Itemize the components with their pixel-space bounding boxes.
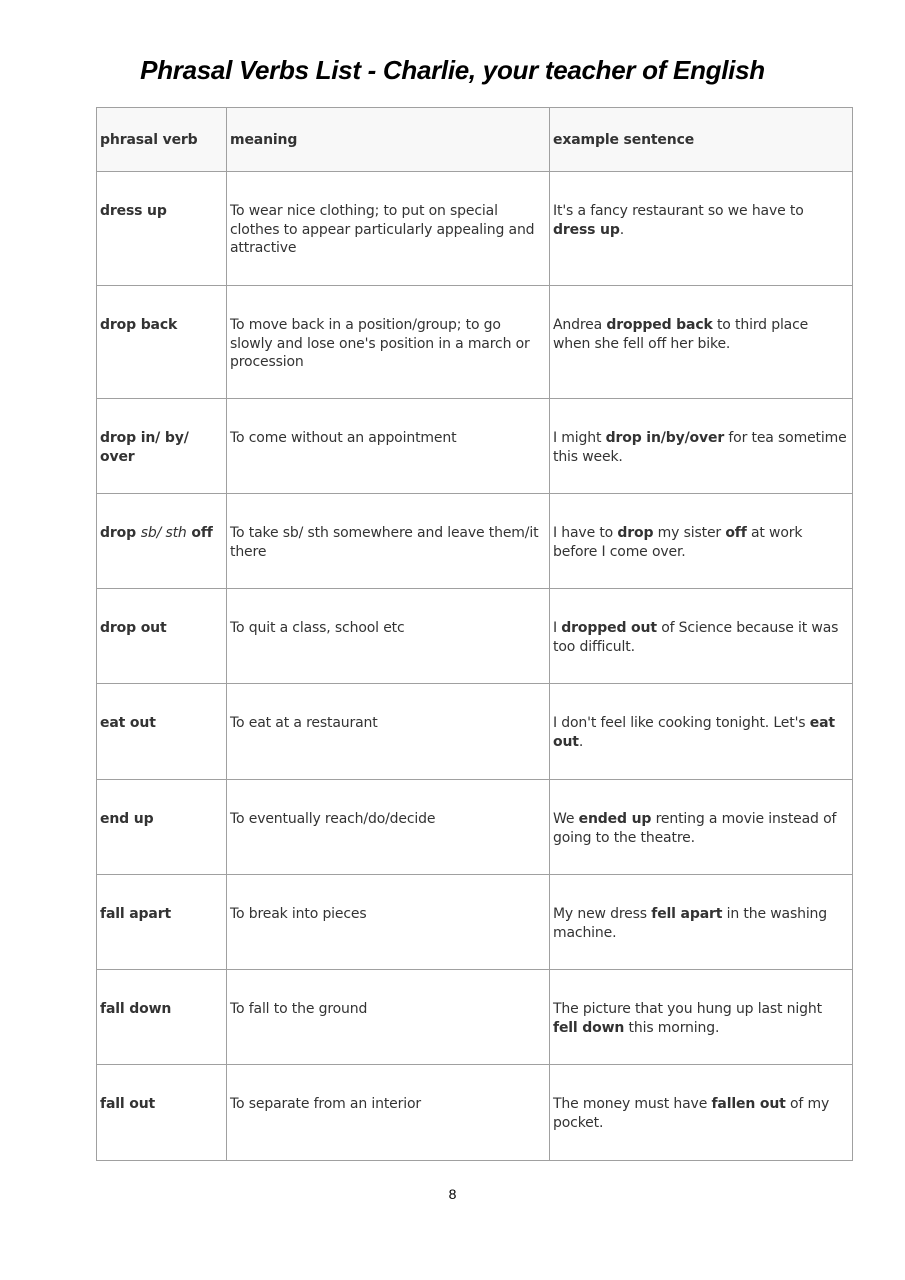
meaning-cell: To move back in a position/group; to go … — [226, 285, 550, 399]
text-segment: We — [553, 811, 579, 827]
table-row: fall down To fall to the ground The pictur… — [96, 969, 853, 1065]
example-sentence-cell: I have to drop my sister off at work bef… — [549, 493, 853, 589]
text-segment: to third place when she fell off her bik… — [553, 317, 809, 352]
example-sentence-cell: My new dress fell apart in the washing m… — [549, 874, 853, 970]
text-segment: drop back — [100, 317, 178, 333]
phrasal-verb-cell: fall out — [96, 1064, 227, 1161]
text-segment: fall out — [100, 1096, 156, 1112]
bold-phrase: dress up — [553, 221, 620, 238]
bold-phrase: fell down — [553, 1019, 625, 1036]
header-example-sentence: example sentence — [549, 107, 853, 172]
example-sentence-cell: The money must have fallen out of my poc… — [549, 1064, 853, 1161]
text-segment: drop in/ by/ over — [100, 430, 189, 465]
text-segment: drop — [100, 525, 141, 541]
text-segment: renting a movie instead of going to the … — [553, 811, 837, 846]
phrasal-verb-cell: drop back — [96, 285, 227, 399]
page-title: Phrasal Verbs List - Charlie, your teach… — [140, 55, 765, 85]
meaning-cell: To eat at a restaurant — [226, 683, 550, 780]
text-segment: eat out — [100, 715, 156, 731]
text-segment: . — [619, 221, 625, 238]
phrasal-verb-cell: dress up — [96, 171, 227, 286]
text-segment: My new dress — [553, 906, 652, 922]
text-segment: dress up — [100, 203, 167, 219]
phrasal-verb-cell: fall down — [96, 969, 227, 1065]
table-header-row: phrasal verb meaning example sentence — [96, 107, 853, 172]
example-sentence-cell: I might drop in/by/over for tea sometime… — [549, 398, 853, 494]
table-row: drop out To quit a class, school etc I dro… — [96, 588, 853, 684]
text-segment: off — [186, 525, 213, 541]
example-sentence-cell: I don't feel like cooking tonight. Let's… — [549, 683, 853, 780]
table-row: dress up To wear nice clothing; to put on… — [96, 171, 853, 286]
text-segment: I don't feel like cooking tonight. Let's — [553, 715, 810, 731]
example-sentence-cell: The picture that you hung up last night … — [549, 969, 853, 1065]
text-segment: end up — [100, 811, 154, 827]
table-row: fall out To separate from an interior The … — [96, 1064, 853, 1161]
table-row: drop back To move back in a position/grou… — [96, 285, 853, 399]
bold-phrase: drop in/by/over — [605, 430, 725, 446]
italic-placeholder: sb/ sth — [140, 525, 187, 541]
bold-phrase: dropped out — [561, 620, 657, 636]
meaning-cell: To separate from an interior — [226, 1064, 550, 1161]
text-segment: It's a fancy restaurant so we have to — [553, 203, 804, 219]
table-row: drop in/ by/ over To come without an appo… — [96, 398, 853, 494]
text-segment: The picture that you hung up last night — [553, 1001, 822, 1017]
header-phrasal-verb: phrasal verb — [96, 107, 227, 172]
example-sentence-cell: It's a fancy restaurant so we have to dr… — [549, 171, 853, 286]
page-number: 8 — [448, 1186, 457, 1202]
header-meaning: meaning — [226, 107, 550, 172]
phrasal-verb-cell: drop sb/ sth off — [96, 493, 227, 589]
text-segment: I — [553, 620, 562, 636]
text-segment: at work before I come over. — [553, 525, 803, 560]
bold-phrase: ended up — [578, 811, 652, 827]
table-row: fall apart To break into pieces My new dre… — [96, 874, 853, 970]
text-segment: of Science because it was too difficult. — [553, 620, 839, 655]
text-segment: for tea sometime this week. — [553, 430, 847, 465]
text-segment: in the washing machine. — [553, 906, 828, 941]
table-row: end up To eventually reach/do/decide We en… — [96, 779, 853, 875]
meaning-cell: To fall to the ground — [226, 969, 550, 1065]
text-segment: drop out — [100, 620, 167, 636]
text-segment: I have to — [553, 525, 618, 541]
phrasal-verb-cell: fall apart — [96, 874, 227, 970]
table-row: eat out To eat at a restaurant I don't fee… — [96, 683, 853, 780]
meaning-cell: To come without an appointment — [226, 398, 550, 494]
bold-phrase: fallen out — [711, 1096, 786, 1112]
text-segment: my sister — [653, 525, 726, 541]
text-segment: Andrea — [553, 317, 607, 333]
example-sentence-cell: Andrea dropped back to third place when … — [549, 285, 853, 399]
text-segment: this morning. — [624, 1019, 720, 1036]
phrasal-verb-cell: end up — [96, 779, 227, 875]
meaning-cell: To eventually reach/do/decide — [226, 779, 550, 875]
bold-phrase: off — [725, 525, 747, 541]
phrasal-verb-cell: drop in/ by/ over — [96, 398, 227, 494]
bold-phrase: eat out — [553, 715, 835, 750]
text-segment: I might — [553, 430, 606, 446]
text-segment: fall down — [100, 1001, 172, 1017]
phrasal-verb-cell: eat out — [96, 683, 227, 780]
bold-phrase: dropped back — [606, 317, 713, 333]
bold-phrase: fell apart — [651, 906, 723, 922]
meaning-cell: To take sb/ sth somewhere and leave them… — [226, 493, 550, 589]
text-segment: of my pocket. — [553, 1096, 830, 1131]
text-segment: . — [578, 733, 584, 750]
text-segment: The money must have — [553, 1096, 712, 1112]
meaning-cell: To break into pieces — [226, 874, 550, 970]
table-row: drop sb/ sth off To take sb/ sth somewher… — [96, 493, 853, 589]
example-sentence-cell: I dropped out of Science because it was … — [549, 588, 853, 684]
example-sentence-cell: We ended up renting a movie instead of g… — [549, 779, 853, 875]
meaning-cell: To wear nice clothing; to put on special… — [226, 171, 550, 286]
meaning-cell: To quit a class, school etc — [226, 588, 550, 684]
phrasal-verbs-table: phrasal verb meaning example sentence dr… — [96, 107, 853, 1161]
bold-phrase: drop — [617, 525, 654, 541]
phrasal-verb-cell: drop out — [96, 588, 227, 684]
text-segment: fall apart — [100, 906, 172, 922]
